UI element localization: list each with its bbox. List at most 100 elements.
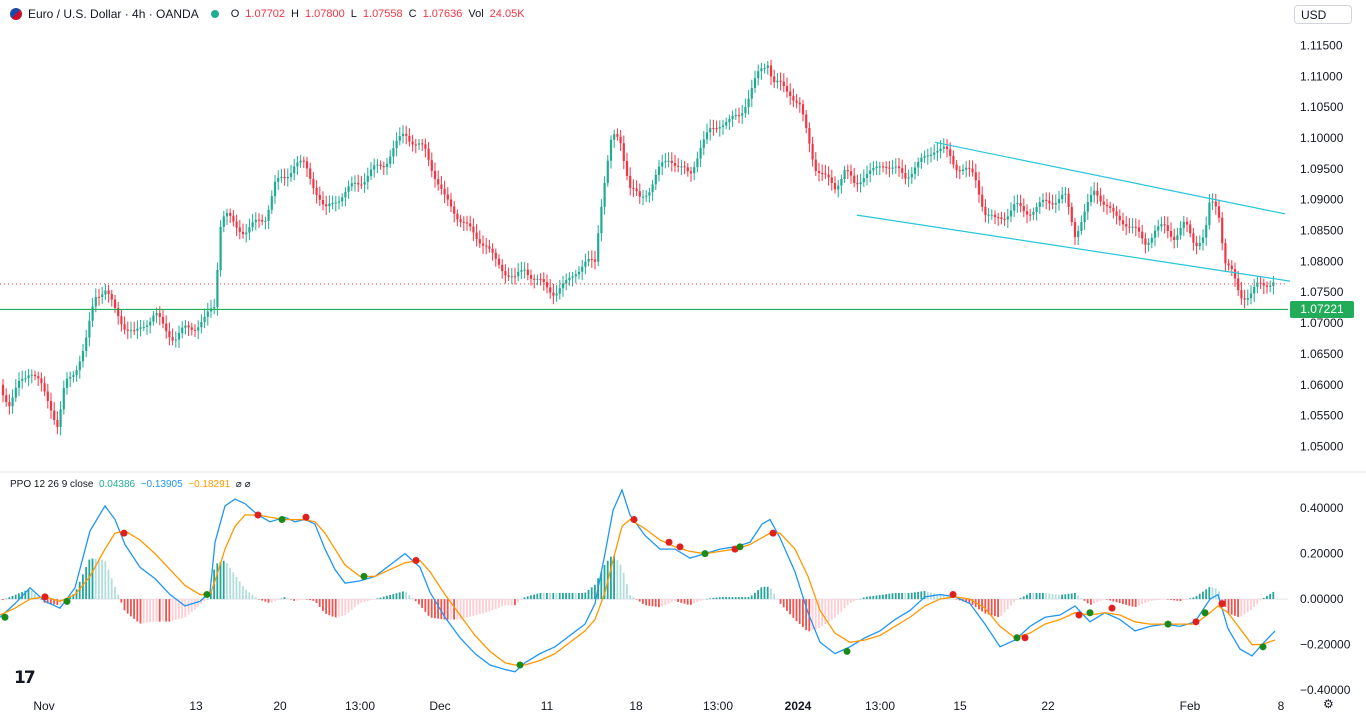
ppo-histogram-bar <box>440 599 443 620</box>
candle-body <box>424 144 427 149</box>
ppo-histogram-bar <box>238 581 241 600</box>
ppo-histogram-bar <box>706 598 708 600</box>
ppo-histogram-bar <box>1010 599 1012 606</box>
candle-body <box>238 227 241 232</box>
candle-body <box>1208 202 1211 226</box>
currency-selector[interactable]: USD <box>1294 5 1352 24</box>
candle-body <box>859 182 862 185</box>
ppo-histogram-bar <box>645 599 647 606</box>
candle-body <box>545 282 549 288</box>
ppo-histogram-bar <box>146 599 148 623</box>
ppo-histogram-bar <box>811 599 814 631</box>
ppo-histogram-bar <box>261 599 263 601</box>
candle-body <box>817 171 821 174</box>
ppo-histogram-bar <box>165 599 167 622</box>
candle-body <box>8 402 11 407</box>
ppo-histogram-bar <box>459 599 462 620</box>
ppo-histogram-bar <box>510 599 513 606</box>
ppo-histogram-bar <box>398 592 401 600</box>
ppo-legend[interactable]: PPO 12 26 9 close 0.04386 −0.13905 −0.18… <box>10 479 251 490</box>
candle-body <box>667 160 670 162</box>
ppo-histogram-bar <box>690 599 692 605</box>
candle-body <box>446 194 449 200</box>
candle-body <box>1221 217 1224 244</box>
candle-body <box>856 182 859 185</box>
candle-body <box>1217 206 1221 218</box>
candle-body <box>981 194 984 207</box>
ppo-histogram-bar <box>1154 599 1156 601</box>
ppo-histogram-bar <box>78 581 81 600</box>
candle-body <box>37 376 40 379</box>
ppo-histogram-bar <box>581 592 583 600</box>
ppo-histogram-bar <box>1218 591 1220 600</box>
settings-icon[interactable]: ⚙ <box>1323 697 1334 711</box>
ppo-histogram-bar <box>1157 599 1159 601</box>
ppo-histogram-bar <box>776 598 779 600</box>
ppo-histogram-bar <box>226 563 228 600</box>
candle-body <box>296 162 299 167</box>
candle-body <box>609 139 613 161</box>
candle-body <box>56 419 59 427</box>
ppo-histogram-bar <box>1045 593 1047 600</box>
ppo-histogram-bar <box>536 593 539 600</box>
ppo-histogram-bar <box>338 599 340 617</box>
ppo-pane <box>0 488 1288 673</box>
candle-body <box>1112 207 1115 212</box>
candle-body <box>737 115 741 117</box>
crossover-dot <box>1013 634 1021 642</box>
ppo-histogram-bar <box>1144 599 1147 604</box>
symbol-title[interactable]: Euro / U.S. Dollar · 4h · OANDA <box>28 7 199 21</box>
crossover-dot <box>843 647 851 655</box>
ppo-histogram-bar <box>914 592 916 600</box>
candle-body <box>193 329 197 331</box>
candle-body <box>555 293 558 296</box>
ppo-histogram-bar <box>603 565 606 600</box>
candle-body <box>814 159 817 172</box>
ppo-histogram-bar <box>1170 599 1172 600</box>
ppo-histogram-bar <box>1138 599 1140 606</box>
candle-body <box>1000 217 1003 219</box>
ppo-histogram-bar <box>299 599 302 600</box>
ppo-histogram-bar <box>747 597 750 600</box>
candle-body <box>59 409 62 427</box>
candle-body <box>411 141 414 145</box>
ppo-histogram-bar <box>773 593 775 600</box>
ppo-histogram-bar <box>754 592 756 600</box>
candle-body <box>232 215 235 222</box>
ppo-histogram-bar <box>1237 599 1239 617</box>
ppo-histogram-bar <box>1006 599 1009 609</box>
candle-body <box>507 275 510 277</box>
ppo-histogram-bar <box>1083 599 1086 601</box>
candle-body <box>1096 190 1099 196</box>
candle-body <box>587 259 590 262</box>
candle-body <box>712 128 715 130</box>
candle-body <box>523 269 526 271</box>
candle-body <box>373 165 376 170</box>
ppo-histogram-bar <box>1118 599 1121 604</box>
candle-body <box>846 170 849 172</box>
candle-body <box>149 321 152 326</box>
ppo-histogram-bar <box>1176 599 1179 601</box>
ppo-histogram-bar <box>171 599 174 621</box>
candle-body <box>616 134 619 137</box>
ppo-histogram-bar <box>488 599 491 612</box>
ppo-histogram-bar <box>894 592 897 600</box>
volume-label: Vol <box>468 8 484 20</box>
ppo-histogram-bar <box>1013 599 1015 603</box>
time-axis-tick: Nov <box>33 699 54 713</box>
ppo-extra-icons[interactable]: ⌀ ⌀ <box>235 479 251 490</box>
ppo-histogram-bar <box>504 599 507 606</box>
candle-body <box>808 127 811 144</box>
market-open-dot-icon <box>210 10 219 18</box>
ppo-histogram-bar <box>475 599 478 616</box>
candle-body <box>369 169 373 176</box>
candle-body <box>43 383 46 392</box>
tradingview-logo[interactable]: 17 <box>14 668 36 688</box>
candle-body <box>1118 215 1121 221</box>
ppo-histogram-bar <box>1093 599 1095 604</box>
candle-body <box>405 133 408 136</box>
candle-body <box>1070 206 1073 223</box>
ppo-histogram-bar <box>283 597 286 600</box>
ppo-histogram-bar <box>757 590 759 600</box>
